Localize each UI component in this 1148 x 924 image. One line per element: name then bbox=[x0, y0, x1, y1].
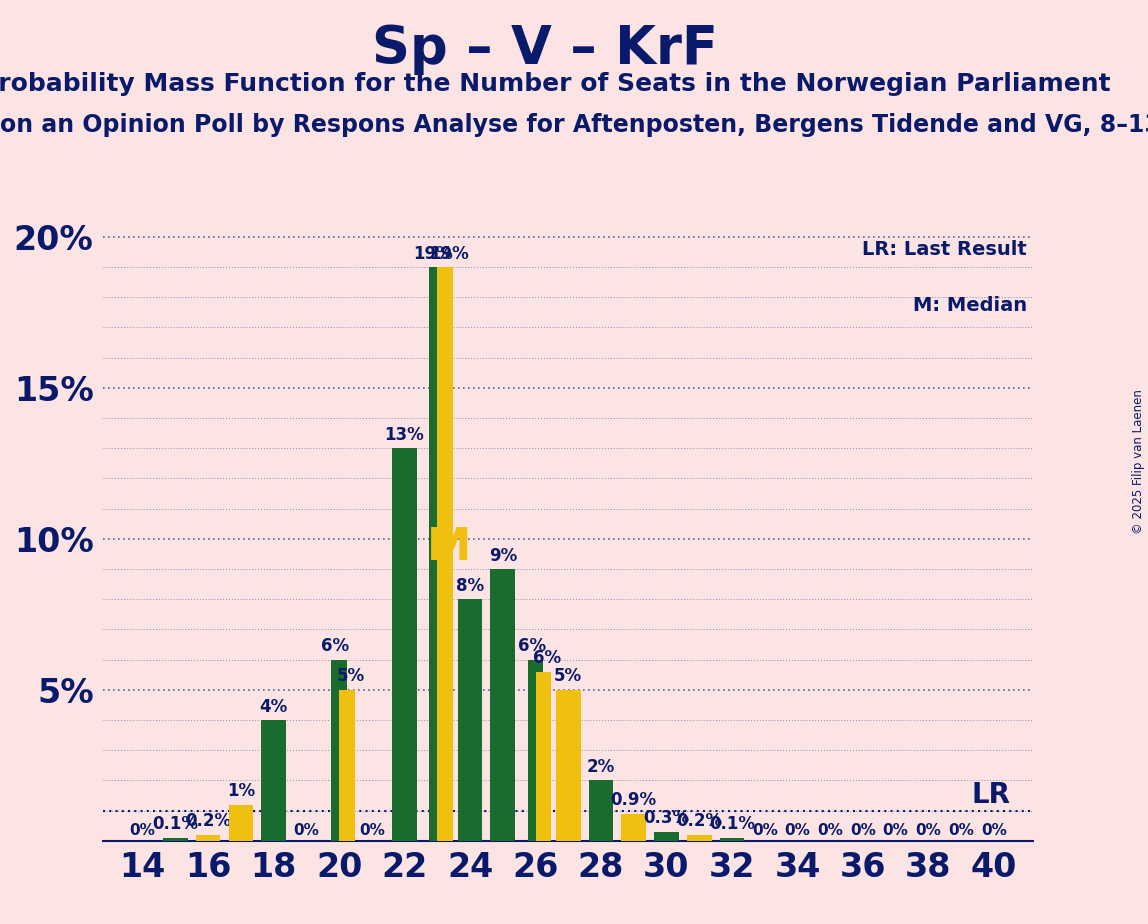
Text: LR: Last Result: LR: Last Result bbox=[862, 240, 1026, 260]
Text: 0%: 0% bbox=[294, 823, 319, 838]
Text: 0%: 0% bbox=[850, 823, 876, 838]
Text: 0.3%: 0.3% bbox=[643, 809, 690, 827]
Text: M: Median: M: Median bbox=[913, 296, 1026, 315]
Text: 5%: 5% bbox=[336, 667, 365, 686]
Bar bbox=[556, 690, 581, 841]
Text: 0.1%: 0.1% bbox=[709, 815, 755, 833]
Text: 0%: 0% bbox=[359, 823, 385, 838]
Bar bbox=[490, 569, 515, 841]
Text: 0.9%: 0.9% bbox=[611, 791, 657, 809]
Bar bbox=[393, 448, 417, 841]
Bar bbox=[262, 720, 286, 841]
Text: 13%: 13% bbox=[385, 426, 425, 444]
Bar bbox=[339, 690, 355, 841]
Text: 6%: 6% bbox=[533, 650, 561, 667]
Bar bbox=[429, 267, 445, 841]
Bar bbox=[720, 838, 744, 841]
Text: 19%: 19% bbox=[429, 245, 468, 262]
Bar bbox=[621, 814, 646, 841]
Text: 6%: 6% bbox=[321, 638, 349, 655]
Bar bbox=[589, 781, 613, 841]
Text: 0%: 0% bbox=[784, 823, 810, 838]
Text: 0.1%: 0.1% bbox=[153, 815, 199, 833]
Text: 6%: 6% bbox=[518, 638, 545, 655]
Text: 2%: 2% bbox=[587, 758, 615, 776]
Text: 1%: 1% bbox=[227, 782, 255, 800]
Bar bbox=[528, 660, 543, 841]
Bar bbox=[163, 838, 187, 841]
Text: 0.2%: 0.2% bbox=[676, 812, 722, 831]
Text: 0%: 0% bbox=[915, 823, 941, 838]
Text: 0%: 0% bbox=[883, 823, 908, 838]
Text: 0.2%: 0.2% bbox=[185, 812, 231, 831]
Bar bbox=[332, 660, 347, 841]
Bar bbox=[228, 805, 253, 841]
Text: 0%: 0% bbox=[130, 823, 155, 838]
Text: Probability Mass Function for the Number of Seats in the Norwegian Parliament: Probability Mass Function for the Number… bbox=[0, 72, 1110, 96]
Text: 5%: 5% bbox=[554, 667, 582, 686]
Text: M: M bbox=[427, 527, 472, 569]
Text: LR: LR bbox=[971, 781, 1010, 809]
Text: Sp – V – KrF: Sp – V – KrF bbox=[372, 23, 719, 75]
Text: 0%: 0% bbox=[982, 823, 1007, 838]
Text: 0%: 0% bbox=[948, 823, 975, 838]
Text: 4%: 4% bbox=[259, 698, 288, 715]
Bar bbox=[458, 600, 482, 841]
Text: © 2025 Filip van Laenen: © 2025 Filip van Laenen bbox=[1132, 390, 1146, 534]
Bar bbox=[687, 834, 712, 841]
Bar bbox=[437, 267, 453, 841]
Bar bbox=[196, 834, 220, 841]
Text: 9%: 9% bbox=[489, 546, 517, 565]
Text: 19%: 19% bbox=[413, 245, 453, 262]
Text: 0%: 0% bbox=[817, 823, 843, 838]
Bar bbox=[535, 672, 551, 841]
Bar bbox=[654, 832, 678, 841]
Text: 8%: 8% bbox=[456, 577, 484, 595]
Text: on an Opinion Poll by Respons Analyse for Aftenposten, Bergens Tidende and VG, 8: on an Opinion Poll by Respons Analyse fo… bbox=[0, 113, 1148, 137]
Text: 0%: 0% bbox=[752, 823, 777, 838]
